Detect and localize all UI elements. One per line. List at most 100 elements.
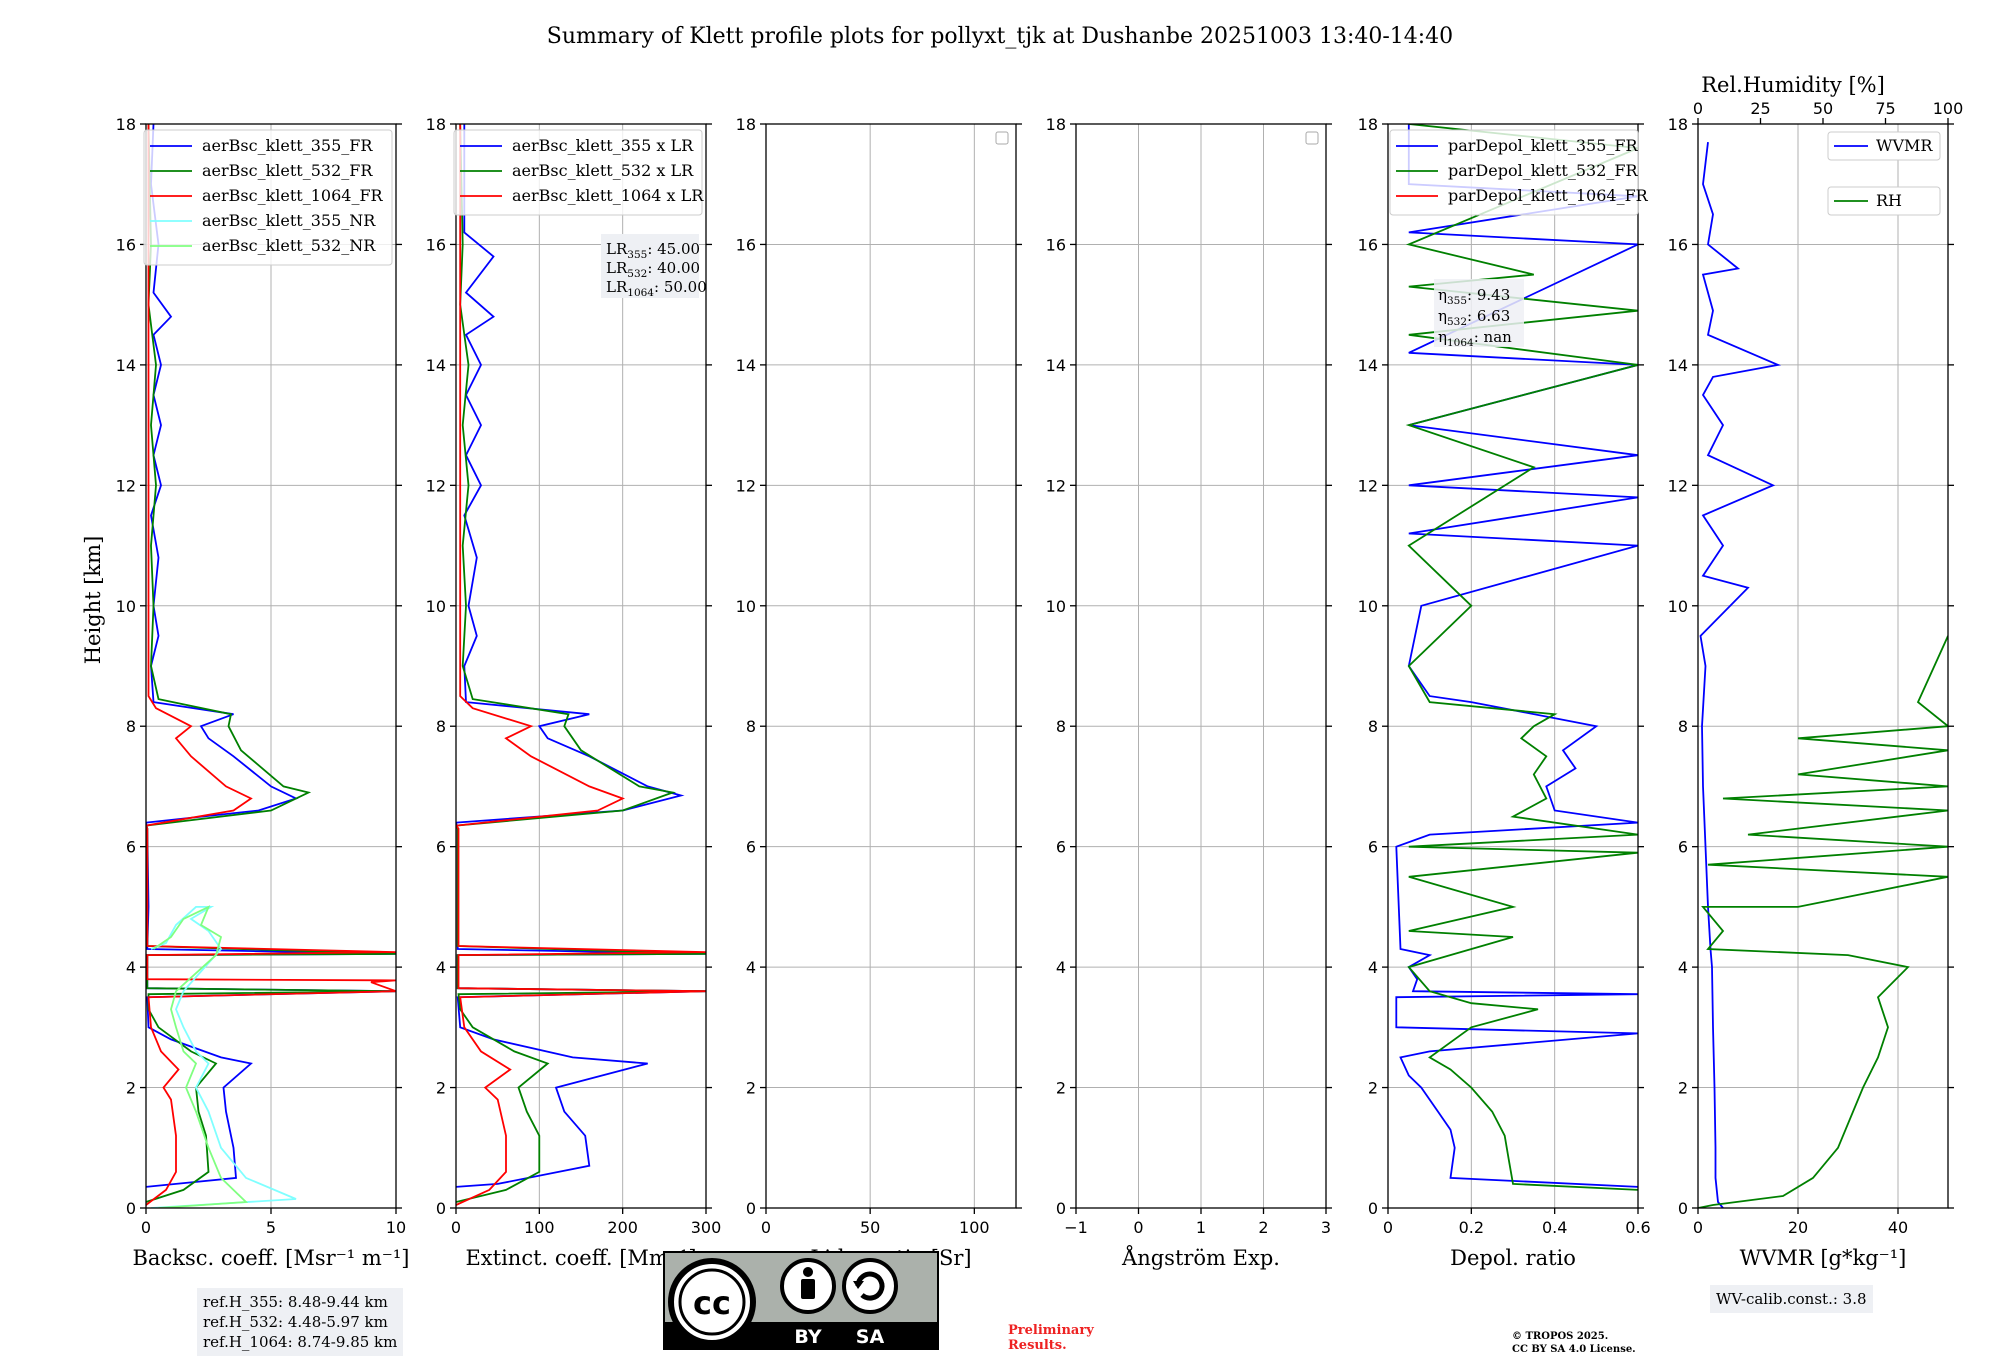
y-tick-label: 4 (436, 958, 446, 977)
y-tick-label: 2 (436, 1079, 446, 1098)
rh-tick-label: 0 (1693, 99, 1703, 118)
rh-tick-label: 50 (1813, 99, 1833, 118)
eta-entry: η355: 9.43 (1438, 286, 1510, 307)
y-tick-label: 8 (126, 717, 136, 736)
y-tick-label: 12 (116, 476, 136, 495)
x-tick-label: 0.4 (1542, 1218, 1567, 1237)
series-aerBsc_klett_532_NR (152, 905, 249, 1208)
y-tick-label: 16 (1668, 235, 1688, 254)
plot-frame (1387, 123, 1639, 1209)
y-tick-label: 14 (116, 356, 136, 375)
empty-legend-box (995, 131, 1009, 145)
y-tick-label: 12 (736, 476, 756, 495)
legend-entry: aerBsc_klett_1064 x LR (512, 186, 704, 205)
y-tick-label: 4 (1678, 958, 1688, 977)
rh-tick-label: 100 (1933, 99, 1964, 118)
y-tick-label: 12 (1358, 476, 1378, 495)
ref-height-532: ref.H_532: 4.48-5.97 km (203, 1313, 388, 1331)
rh-tick-label: 75 (1875, 99, 1895, 118)
cc-by-label: BY (794, 1326, 821, 1348)
series-WVMR (1699, 141, 1782, 1208)
x-tick-label: 10 (386, 1218, 406, 1237)
series-group (1698, 141, 1948, 1208)
legend-box (1389, 129, 1639, 216)
ref-height-1064: ref.H_1064: 8.74-9.85 km (203, 1333, 398, 1351)
y-tick-label: 10 (116, 597, 136, 616)
y-tick-label: 6 (1056, 838, 1066, 857)
x-tick-label: 0 (1383, 1218, 1393, 1237)
x-tick-label: 100 (959, 1218, 990, 1237)
y-tick-label: 4 (126, 958, 136, 977)
y-tick-label: 16 (116, 235, 136, 254)
series-aerBsc_klett_1064_FR (146, 124, 396, 1206)
y-tick-label: 0 (1678, 1199, 1688, 1218)
y-axis-label: Height [km] (81, 536, 105, 665)
legend-entry: aerBsc_klett_532_FR (202, 161, 373, 180)
y-tick-label: 2 (126, 1079, 136, 1098)
preliminary-line-2: Results. (1008, 1338, 1067, 1353)
legend-box (1827, 186, 1941, 216)
y-tick-label: 6 (436, 838, 446, 857)
plot-frame (765, 123, 1017, 1209)
series-parDepol_klett_532_FR (1405, 124, 1638, 1191)
x-tick-label: 100 (524, 1218, 555, 1237)
x-axis-label: Depol. ratio (1450, 1246, 1576, 1270)
y-tick-label: 18 (116, 115, 136, 134)
y-tick-label: 2 (1678, 1079, 1688, 1098)
y-tick-label: 2 (1056, 1079, 1066, 1098)
cc-by-sa-badge: cc BY SA (663, 1251, 939, 1350)
legend-entry: WVMR (1876, 136, 1933, 155)
svg-text:cc: cc (693, 1284, 731, 1322)
x-tick-label: 0.6 (1625, 1218, 1650, 1237)
x-tick-label: 2 (1258, 1218, 1268, 1237)
y-tick-label: 18 (1046, 115, 1066, 134)
panel-bsc: 0 5 10 0 2 4 6 8 10 12 14 16 18 Backsc. coeff. [Msr⁻¹… (116, 115, 410, 1270)
legend-entry: aerBsc_klett_532 x LR (512, 161, 694, 180)
x-tick-label: 0 (1133, 1218, 1143, 1237)
legend-box (1827, 131, 1941, 161)
legend-entry: parDepol_klett_355_FR (1448, 136, 1639, 155)
cc-sa-label: SA (856, 1326, 885, 1348)
wv-calib-const: WV-calib.const.: 3.8 (1716, 1290, 1867, 1308)
y-tick-label: 6 (1368, 838, 1378, 857)
lidar-ratio-box (601, 234, 699, 298)
series-aerBsc_klett_1064 x LR (456, 124, 706, 1206)
legend-entry: aerBsc_klett_355 x LR (512, 136, 694, 155)
series-group (456, 124, 706, 1206)
y-tick-label: 8 (436, 717, 446, 736)
plot-frame (455, 123, 707, 1209)
y-tick-label: 14 (426, 356, 446, 375)
legend-entry: parDepol_klett_1064_FR (1448, 186, 1649, 205)
y-tick-label: 18 (1358, 115, 1378, 134)
y-tick-label: 16 (1358, 235, 1378, 254)
x-tick-label: 1 (1196, 1218, 1206, 1237)
wv-calib-box: WV-calib.const.: 3.8 (1710, 1285, 1873, 1313)
y-tick-label: 6 (746, 838, 756, 857)
x-tick-label: 300 (691, 1218, 722, 1237)
x-tick-label: 3 (1321, 1218, 1331, 1237)
y-tick-label: 14 (1668, 356, 1688, 375)
panel-lr: 050100024681012141618Lidar ratio [Sr] (736, 115, 1022, 1270)
y-tick-label: 12 (1668, 476, 1688, 495)
preliminary-line-1: Preliminary (1008, 1323, 1094, 1338)
series-RH (1698, 635, 1948, 1208)
x-axis-label: WVMR [g*kg⁻¹] (1740, 1246, 1907, 1270)
rh-tick-label: 25 (1750, 99, 1770, 118)
y-tick-label: 12 (426, 476, 446, 495)
rh-axis-label: Rel.Humidity [%] (1701, 73, 1885, 97)
legend-box (143, 129, 393, 266)
legend-entry: aerBsc_klett_532_NR (202, 236, 376, 255)
y-tick-label: 14 (736, 356, 756, 375)
x-axis-label: Backsc. coeff. [Msr⁻¹ m⁻¹] (133, 1246, 410, 1270)
panel-ext: 0 100 200 300 0 2 4 6 8 10 12 14 16 18 Extinct. coeff.… (426, 115, 722, 1270)
y-tick-label: 0 (1368, 1199, 1378, 1218)
y-tick-label: 4 (1056, 958, 1066, 977)
y-tick-label: 6 (126, 838, 136, 857)
legend-entry: parDepol_klett_532_FR (1448, 161, 1639, 180)
y-tick-label: 14 (1358, 356, 1378, 375)
copyright-line-2: CC BY SA 4.0 License. (1512, 1344, 1636, 1355)
